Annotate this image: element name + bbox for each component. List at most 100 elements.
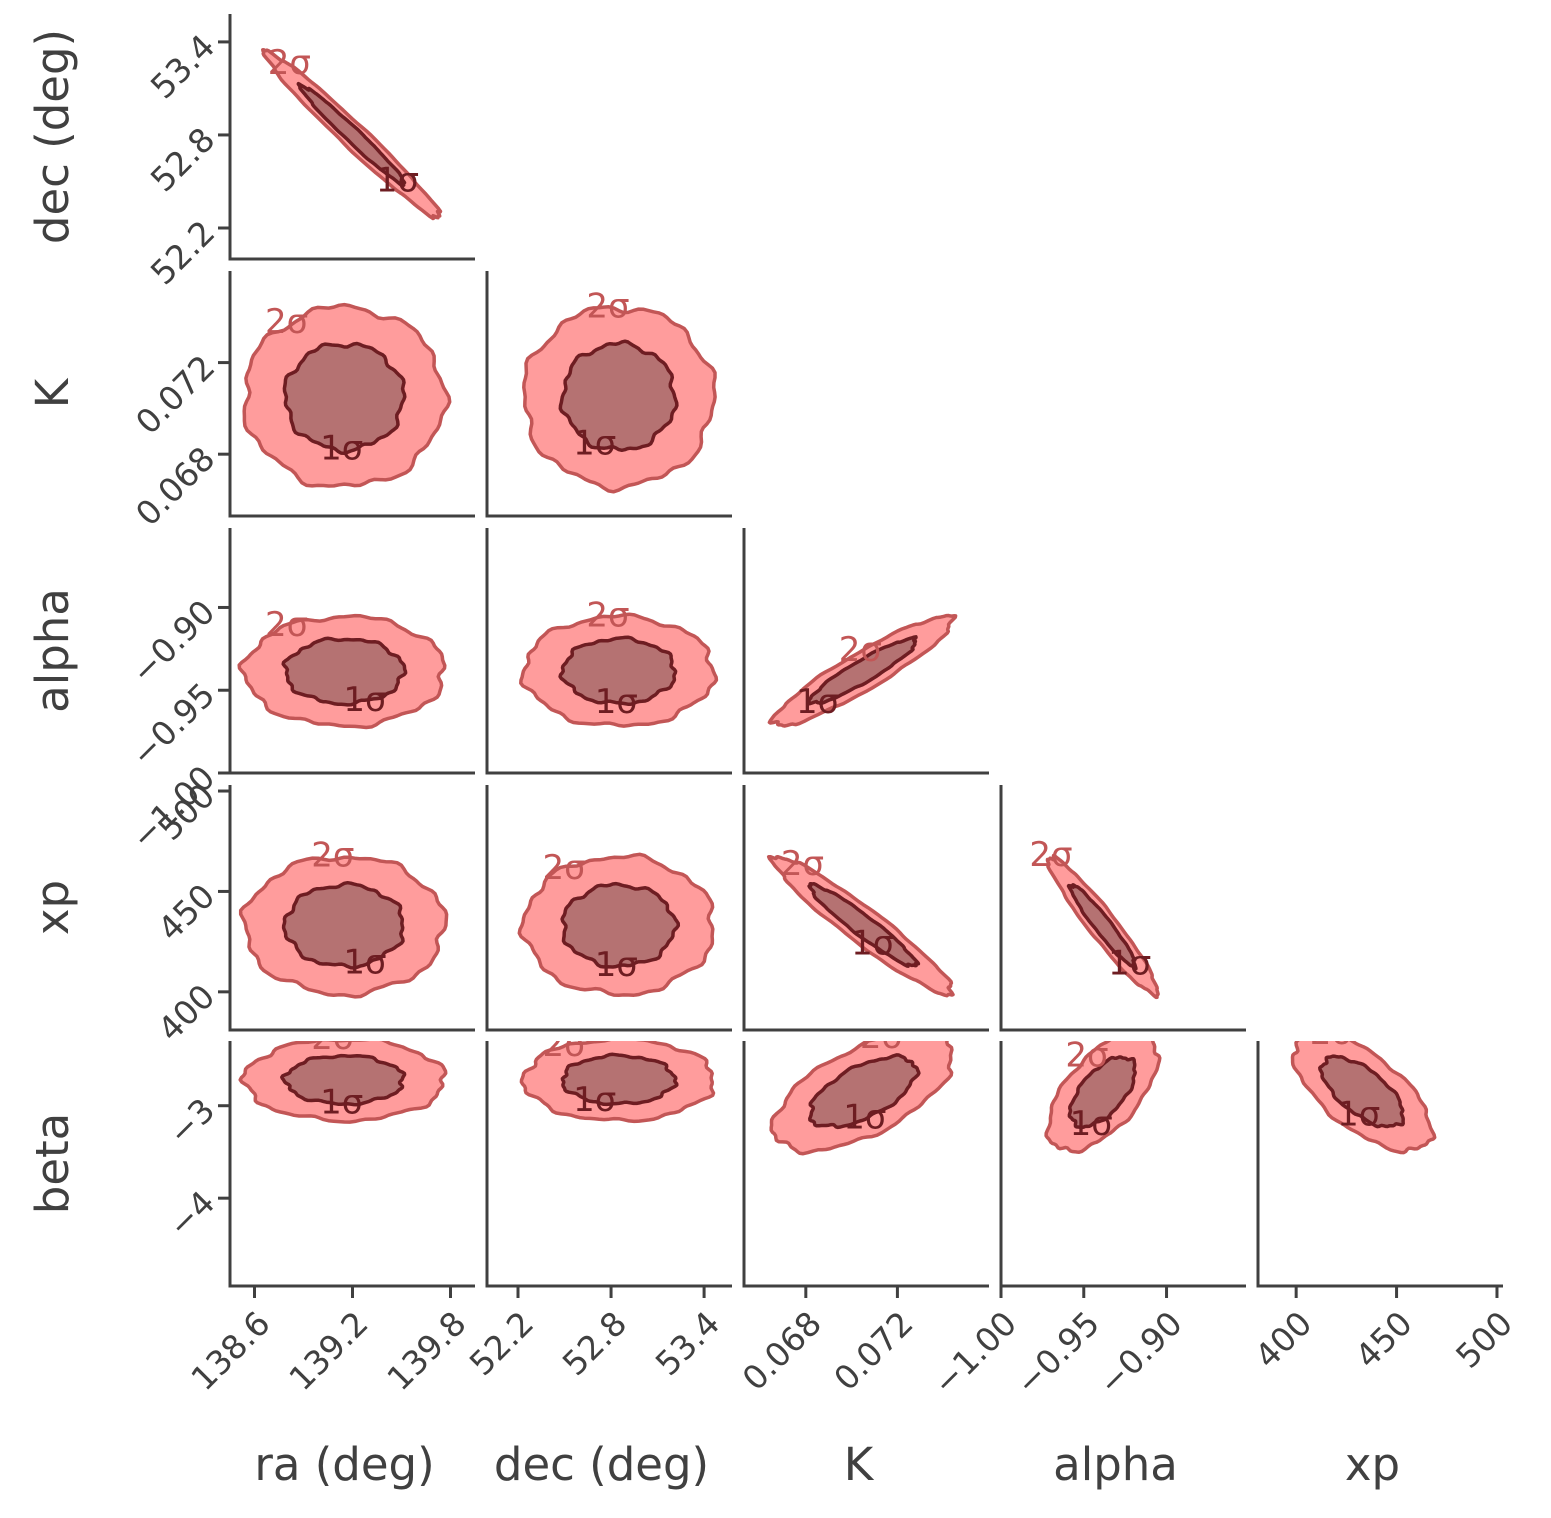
sigma-label-1: 1σ [320,429,363,469]
axes-frame [485,528,732,775]
sigma-label-2: 2σ [839,630,882,670]
sigma-label-2: 2σ [311,1018,354,1058]
contour-1sigma [808,1053,921,1130]
panel-K-xp: 1σ 2σ [766,844,955,998]
sigma-label-1: 1σ [595,682,638,722]
y-tick-label: 400 [150,977,222,1049]
sigma-label-1: 1σ [843,1097,886,1137]
x-tick-label: 0.068 [735,1304,829,1398]
sigma-label-2: 2σ [311,836,354,876]
sigma-label-2: 2σ [1065,1035,1108,1075]
sigma-label-2: 2σ [860,1017,903,1057]
contour-1sigma [281,880,405,970]
y-tick-label: 53.4 [143,27,223,107]
y-axis-label-dec: dec (deg) [26,29,79,244]
contour-1sigma [282,341,407,455]
contour-1sigma [296,81,407,188]
panel-xp-beta: 1σ 2σ [1290,1013,1437,1155]
contour-1sigma [807,881,921,968]
x-axis-label-K: K [844,1438,875,1491]
contour-1sigma [280,1053,407,1107]
panel-ra-beta: 1σ 2σ [238,1018,448,1124]
axes-frame [742,528,989,775]
contour-1sigma [560,881,681,969]
x-axis-label-alpha: alpha [1053,1438,1178,1491]
sigma-label-2: 2σ [1029,835,1072,875]
sigma-label-1: 1σ [1108,943,1151,983]
sigma-label-1: 1σ [573,1080,616,1120]
x-tick-label: 500 [1448,1304,1520,1376]
x-axis-label-xp: xp [1345,1438,1400,1491]
sigma-label-2: 2σ [542,1025,585,1065]
x-axis-label-dec: dec (deg) [494,1438,709,1491]
sigma-label-1: 1σ [320,1082,363,1122]
x-tick-label: −0.95 [1008,1304,1107,1403]
axes-frame [228,1041,475,1288]
panel-ra-alpha: 1σ 2σ [237,605,447,730]
panel-ra-dec: 1σ 2σ [261,43,443,221]
y-axis-label-beta: beta [26,1113,79,1214]
sigma-label-1: 1σ [573,423,616,463]
panel-ra-K: 1σ 2σ [242,302,452,488]
x-tick-label: 52.8 [555,1304,635,1384]
x-tick-label: 53.4 [648,1304,728,1384]
sigma-label-2: 2σ [265,302,308,342]
x-tick-label: 139.2 [281,1304,375,1398]
y-tick-label: 52.2 [143,213,223,293]
axes-frame [485,785,732,1032]
x-tick-label: 52.2 [462,1304,542,1384]
contour-1sigma [806,635,918,706]
axes-frame [228,271,475,518]
x-axis-label-ra: ra (deg) [254,1438,434,1491]
contour-1sigma [1318,1054,1405,1129]
panel-dec-alpha: 1σ 2σ [519,595,719,728]
axes-frame [228,785,475,1032]
panel-alpha-beta: 1σ 2σ [1044,1035,1162,1154]
y-tick-label: −3 [160,1091,222,1153]
y-axis-label-K: K [26,377,79,408]
sigma-label-2: 2σ [265,605,308,645]
x-tick-label: 138.6 [183,1304,277,1398]
sigma-label-2: 2σ [542,848,585,888]
sigma-label-2: 2σ [586,286,629,326]
contour-1sigma [1067,1055,1137,1130]
axes-frame [742,785,989,1032]
y-axis-label-xp: xp [26,880,79,935]
panel-ra-xp: 1σ 2σ [238,836,449,999]
y-tick-label: 0.068 [128,439,222,533]
sigma-label-2: 2σ [1310,1013,1353,1053]
panel-alpha-xp: 1σ 2σ [1029,835,1160,1000]
panel-dec-K: 1σ 2σ [522,286,717,494]
sigma-label-1: 1σ [796,682,839,722]
x-tick-label: 400 [1247,1304,1319,1376]
axes-frame [1256,1041,1503,1288]
axes-frame [742,1041,989,1288]
x-tick-label: −1.00 [925,1304,1024,1403]
x-tick-label: 450 [1348,1304,1420,1376]
axes-frame [228,14,475,261]
sigma-label-1: 1σ [1070,1104,1113,1144]
axes-frame [999,785,1246,1032]
axes-frame [485,271,732,518]
axes-frame [485,1041,732,1288]
sigma-label-1: 1σ [595,945,638,985]
x-tick-label: 0.072 [826,1304,920,1398]
sigma-label-1: 1σ [376,160,419,200]
contour-1sigma [1066,883,1138,971]
y-tick-label: −4 [160,1183,222,1245]
y-axis-label-alpha: alpha [26,588,79,713]
sigma-label-2: 2σ [781,844,824,884]
panel-K-beta: 1σ 2σ [769,1017,954,1156]
panel-dec-xp: 1σ 2σ [517,848,715,997]
y-tick-label: 450 [150,876,222,948]
y-tick-label: 0.072 [128,347,222,441]
x-tick-label: 139.8 [379,1304,473,1398]
sigma-label-1: 1σ [343,680,386,720]
contour-1sigma [560,1052,679,1107]
x-tick-label: −0.90 [1091,1304,1190,1403]
sigma-label-2: 2σ [268,43,311,83]
y-tick-label: 52.8 [143,120,223,200]
